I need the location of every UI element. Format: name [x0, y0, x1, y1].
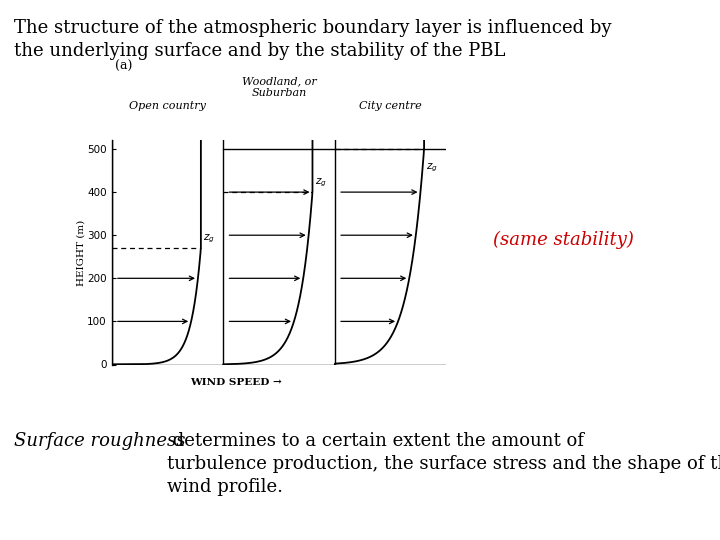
- Text: (same stability): (same stability): [493, 231, 634, 249]
- Bar: [369, 350, 379, 363]
- Text: $z_g$: $z_g$: [315, 176, 326, 188]
- Circle shape: [271, 346, 284, 356]
- Text: City centre: City centre: [359, 102, 422, 111]
- Circle shape: [256, 346, 269, 356]
- Circle shape: [240, 346, 253, 356]
- Text: determines to a certain extent the amount of
turbulence production, the surface : determines to a certain extent the amoun…: [167, 432, 720, 496]
- Bar: [401, 353, 411, 363]
- Circle shape: [286, 346, 299, 356]
- Text: The structure of the atmospheric boundary layer is influenced by
the underlying : The structure of the atmospheric boundar…: [14, 19, 612, 60]
- Text: $z_g$: $z_g$: [426, 162, 438, 174]
- Text: Open country: Open country: [129, 102, 206, 111]
- Bar: [418, 339, 428, 363]
- Bar: [353, 342, 362, 363]
- Text: $z_g$: $z_g$: [203, 232, 215, 245]
- Circle shape: [301, 346, 314, 356]
- Text: (a): (a): [115, 60, 132, 73]
- Text: Surface roughness: Surface roughness: [14, 432, 186, 450]
- Bar: [384, 345, 395, 363]
- Text: Woodland, or
Suburban: Woodland, or Suburban: [242, 76, 316, 98]
- Y-axis label: HEIGHT (m): HEIGHT (m): [77, 219, 86, 286]
- Text: WIND SPEED →: WIND SPEED →: [189, 378, 282, 387]
